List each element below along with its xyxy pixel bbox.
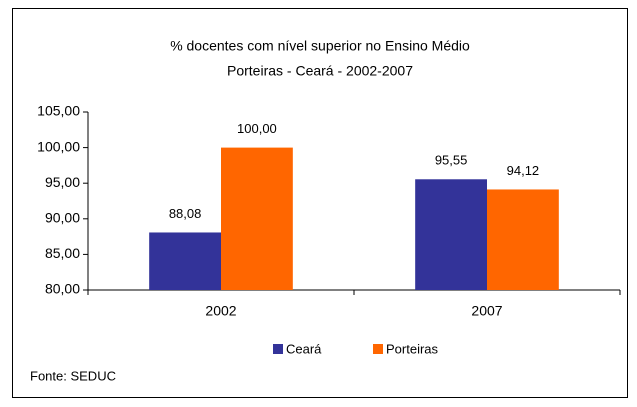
bar bbox=[221, 147, 293, 290]
legend-label: Porteiras bbox=[386, 341, 439, 356]
value-label: 100,00 bbox=[237, 121, 277, 136]
y-tick-label: 85,00 bbox=[45, 245, 80, 261]
source-note: Fonte: SEDUC bbox=[30, 368, 116, 383]
chart-subtitle: Porteiras - Ceará - 2002-2007 bbox=[227, 63, 413, 79]
bar bbox=[487, 189, 559, 290]
bar bbox=[415, 179, 487, 290]
y-tick-label: 95,00 bbox=[45, 174, 80, 190]
legend-swatch bbox=[373, 344, 383, 354]
y-tick-label: 80,00 bbox=[45, 281, 80, 297]
bar bbox=[149, 232, 221, 290]
y-tick-label: 100,00 bbox=[37, 138, 80, 154]
value-label: 95,55 bbox=[435, 153, 468, 168]
y-tick-label: 90,00 bbox=[45, 210, 80, 226]
y-tick-label: 105,00 bbox=[37, 103, 80, 119]
chart-title: % docentes com nível superior no Ensino … bbox=[170, 38, 470, 54]
legend-label: Ceará bbox=[286, 341, 322, 356]
x-tick-label: 2007 bbox=[471, 303, 502, 319]
x-tick-label: 2002 bbox=[205, 303, 236, 319]
value-label: 88,08 bbox=[169, 206, 202, 221]
legend-swatch bbox=[273, 344, 283, 354]
value-label: 94,12 bbox=[507, 163, 540, 178]
